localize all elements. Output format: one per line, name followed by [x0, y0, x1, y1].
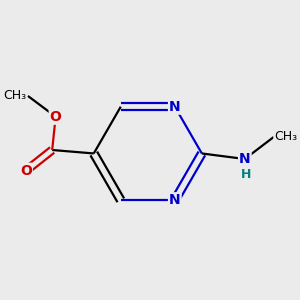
Text: CH₃: CH₃ [3, 89, 26, 103]
Text: O: O [50, 110, 62, 124]
Text: H: H [241, 168, 251, 181]
Text: CH₃: CH₃ [274, 130, 297, 143]
Text: O: O [20, 164, 32, 178]
Text: N: N [239, 152, 250, 166]
Text: N: N [169, 100, 181, 114]
Text: N: N [169, 193, 181, 207]
